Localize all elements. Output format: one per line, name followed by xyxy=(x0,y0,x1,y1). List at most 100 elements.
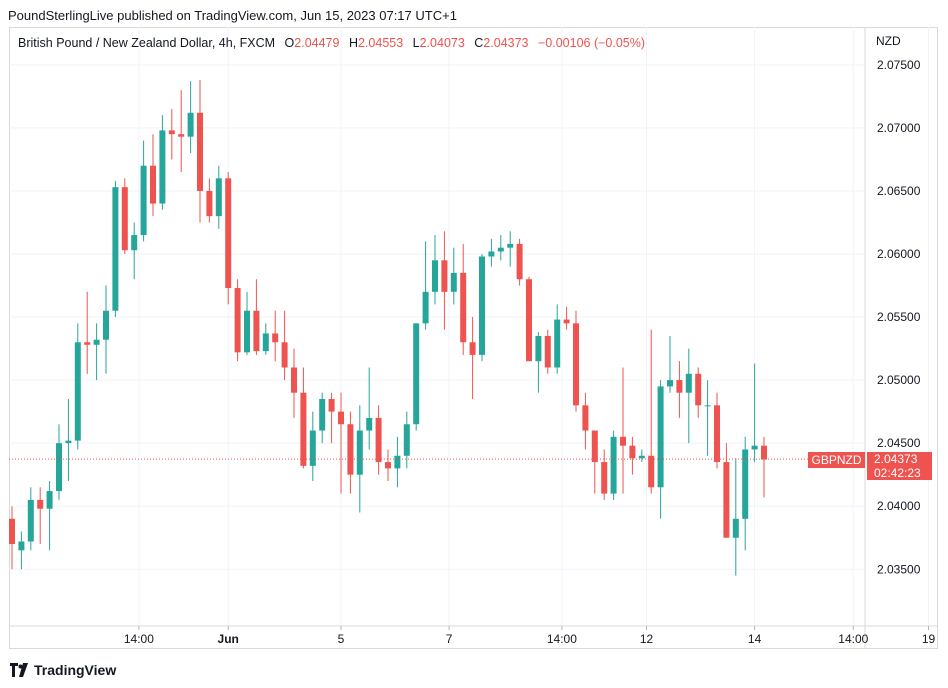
candle xyxy=(385,449,391,481)
candle-body xyxy=(516,243,523,280)
time-tick-label: 12 xyxy=(640,632,654,646)
low-value: 2.04073 xyxy=(419,36,465,50)
candle-body xyxy=(215,178,222,217)
candle xyxy=(591,430,598,494)
symbol-price-tag: GBPNZD xyxy=(808,452,865,468)
candle xyxy=(544,329,551,374)
candle xyxy=(657,380,664,519)
candle xyxy=(582,392,589,450)
candle xyxy=(413,323,420,431)
candle-body xyxy=(723,462,730,538)
tradingview-brand[interactable]: TradingView xyxy=(10,662,116,678)
time-tick-label: 14:00 xyxy=(547,632,577,646)
candle-body xyxy=(84,342,91,345)
candle-body xyxy=(591,430,598,463)
candle xyxy=(629,436,636,475)
candle-body xyxy=(131,235,138,251)
candle-body xyxy=(394,455,401,469)
price-tick-label: 2.06500 xyxy=(877,184,921,198)
candle-body xyxy=(225,178,232,289)
candle-body xyxy=(253,310,260,352)
candle xyxy=(375,405,382,475)
candle xyxy=(563,306,570,330)
candle xyxy=(84,291,91,374)
candle xyxy=(488,238,495,267)
candle xyxy=(732,458,739,576)
candle-body xyxy=(93,339,100,345)
time-axis: 14:00 Jun 5 7 14:00 12 14 14:00 19 xyxy=(124,626,935,646)
candle-body xyxy=(535,335,542,362)
candle-body xyxy=(479,256,485,355)
candle xyxy=(356,405,363,513)
candle xyxy=(432,235,438,305)
candle-body xyxy=(742,449,749,519)
candle xyxy=(507,231,514,267)
ohlc-legend: British Pound / New Zealand Dollar, 4h, … xyxy=(18,36,645,50)
candle-body xyxy=(103,310,109,340)
candle xyxy=(159,115,166,210)
candle-body xyxy=(291,367,297,393)
candle xyxy=(150,134,156,217)
candle-body xyxy=(610,436,617,494)
candle-body xyxy=(74,342,81,441)
candle xyxy=(272,310,279,362)
candle-body xyxy=(751,445,758,450)
candle-body xyxy=(657,386,664,488)
candle xyxy=(742,436,749,551)
candle xyxy=(479,253,485,362)
candle-body xyxy=(629,445,636,459)
candle xyxy=(244,291,250,355)
candle-body xyxy=(140,165,147,236)
candle-body xyxy=(37,499,44,509)
candle xyxy=(300,367,307,469)
candle-body xyxy=(507,243,514,248)
candle xyxy=(215,165,222,229)
candle-body xyxy=(27,499,34,542)
candle xyxy=(168,108,175,160)
candle-body xyxy=(638,455,645,459)
candle xyxy=(526,276,532,362)
candle xyxy=(234,279,241,362)
candle xyxy=(93,323,100,381)
candle xyxy=(37,487,44,545)
bar-countdown: 02:42:23 xyxy=(874,466,921,480)
candle-body xyxy=(385,462,391,469)
candle xyxy=(56,424,62,500)
candle-body xyxy=(65,440,72,444)
time-tick-label: 5 xyxy=(338,632,345,646)
candle-body xyxy=(422,291,429,324)
candle-body xyxy=(704,405,711,407)
price-axis: 2.07500 2.07000 2.06500 2.06000 2.05500 2.050… xyxy=(877,58,921,576)
publisher-caption: PoundSterlingLive published on TradingVi… xyxy=(8,8,457,23)
candle xyxy=(366,367,373,450)
candle-body xyxy=(573,323,579,406)
candle-body xyxy=(366,417,373,431)
candle-body xyxy=(450,272,457,292)
candle-body xyxy=(328,399,335,412)
candle-body xyxy=(563,319,570,324)
candle-body xyxy=(554,319,561,368)
candle-body xyxy=(244,310,250,353)
candle-body xyxy=(620,436,626,446)
candle-body xyxy=(168,130,175,135)
high-label: H xyxy=(348,36,358,50)
candle xyxy=(328,392,335,444)
candle xyxy=(441,231,448,330)
candle-body xyxy=(460,272,467,343)
candle-body xyxy=(413,323,420,425)
candle-body xyxy=(544,335,551,368)
candle-body xyxy=(281,342,288,368)
high-value: 2.04553 xyxy=(357,36,404,50)
price-tick-label: 2.06000 xyxy=(877,247,921,261)
candle-body xyxy=(714,405,720,463)
candle-body xyxy=(197,112,203,191)
candle-body xyxy=(18,541,25,551)
candle-body xyxy=(338,411,344,425)
candle xyxy=(9,506,15,570)
candle xyxy=(225,172,232,305)
candle-body xyxy=(685,373,692,393)
candle-body xyxy=(187,112,194,137)
candle xyxy=(291,348,297,418)
candle xyxy=(347,411,354,494)
